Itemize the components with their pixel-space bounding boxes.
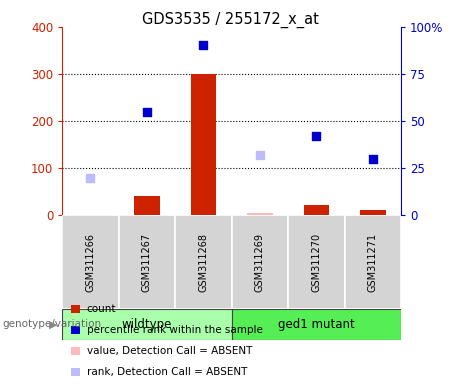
Bar [175, 215, 231, 309]
Text: ged1 mutant: ged1 mutant [278, 318, 355, 331]
Point [313, 133, 320, 139]
Point [143, 109, 151, 115]
Text: GSM311271: GSM311271 [368, 233, 378, 291]
Point [256, 152, 264, 158]
Bar [360, 210, 385, 215]
Text: ▶: ▶ [49, 319, 58, 329]
Bar [247, 213, 272, 215]
Point [369, 156, 377, 162]
Bar [231, 309, 401, 340]
Point [200, 42, 207, 48]
Bar [304, 205, 329, 215]
Text: GSM311268: GSM311268 [198, 233, 208, 291]
Text: GSM311270: GSM311270 [311, 233, 321, 291]
Text: GDS3535 / 255172_x_at: GDS3535 / 255172_x_at [142, 12, 319, 28]
Bar [231, 215, 288, 309]
Text: GSM311267: GSM311267 [142, 233, 152, 291]
Bar [134, 196, 160, 215]
Text: rank, Detection Call = ABSENT: rank, Detection Call = ABSENT [87, 367, 247, 377]
Bar [62, 309, 231, 340]
Bar [191, 74, 216, 215]
Bar [288, 215, 345, 309]
Text: GSM311269: GSM311269 [255, 233, 265, 291]
Text: percentile rank within the sample: percentile rank within the sample [87, 325, 263, 335]
Text: GSM311266: GSM311266 [85, 233, 95, 291]
Point [87, 175, 94, 181]
Text: genotype/variation: genotype/variation [2, 319, 101, 329]
Text: count: count [87, 304, 116, 314]
Text: value, Detection Call = ABSENT: value, Detection Call = ABSENT [87, 346, 252, 356]
Bar [62, 215, 118, 309]
Bar [344, 215, 401, 309]
Bar [119, 215, 175, 309]
Text: wildtype: wildtype [122, 318, 172, 331]
